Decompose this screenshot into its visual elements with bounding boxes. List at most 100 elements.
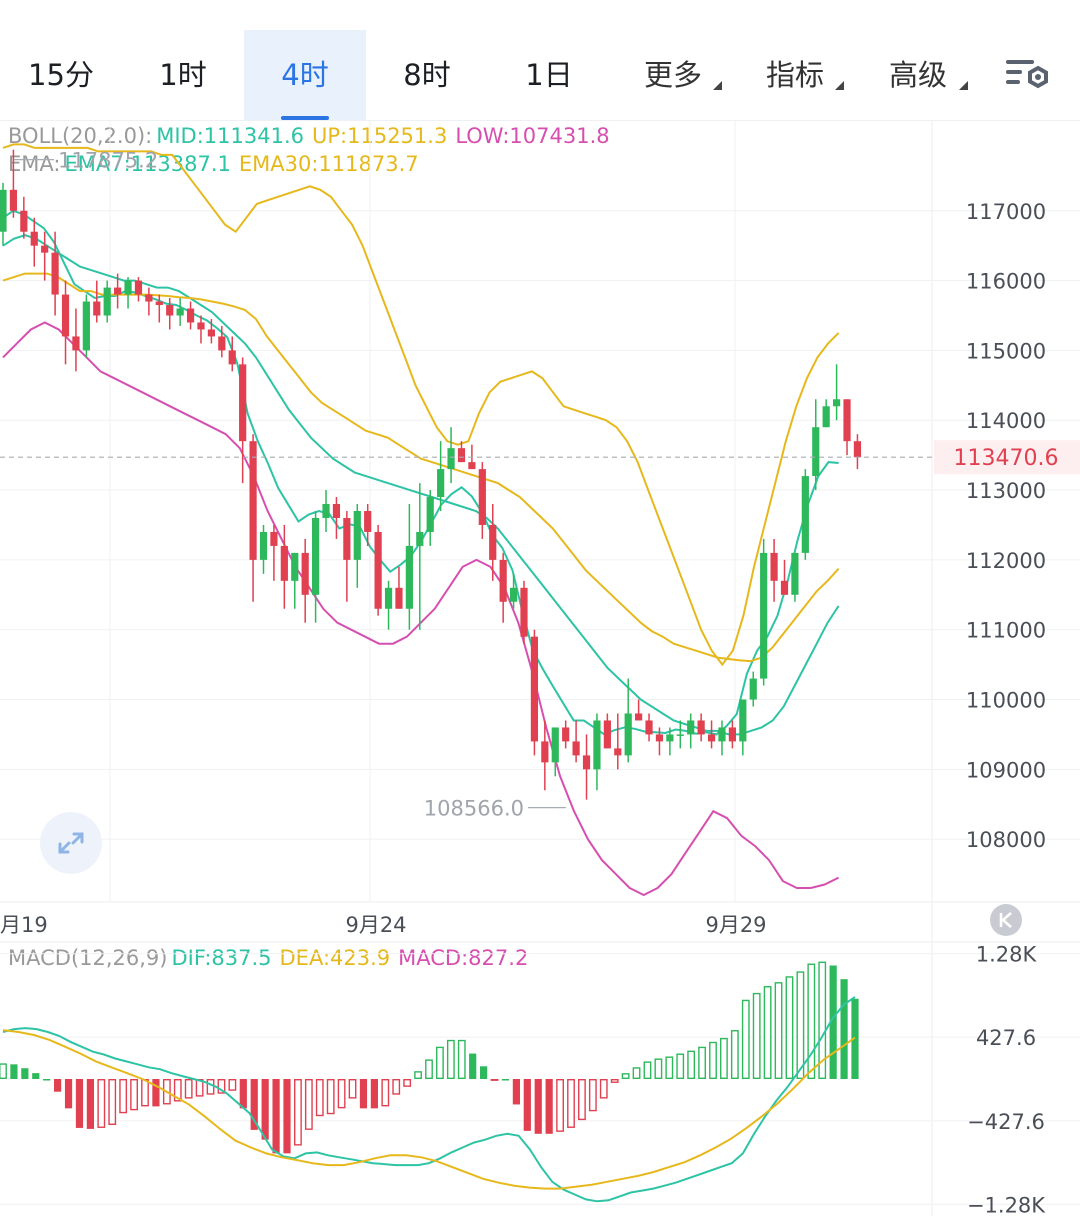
candle-body (666, 734, 674, 742)
candle-body (426, 497, 434, 532)
candle (707, 720, 716, 749)
candle-body (124, 280, 132, 295)
candle-body (791, 552, 799, 595)
candle (124, 277, 132, 309)
candle (739, 699, 747, 756)
candle (218, 325, 226, 358)
macd-bar (75, 1079, 84, 1128)
candle (207, 318, 215, 344)
tab-4h[interactable]: 4时 (244, 30, 366, 120)
candle-body (239, 364, 247, 442)
candle (30, 217, 38, 267)
macd-bar (578, 1079, 586, 1121)
tab-8h[interactable]: 8时 (403, 58, 451, 92)
tab-1h[interactable]: 1时 (159, 58, 207, 92)
tab-indicators[interactable]: 指标 (744, 30, 846, 120)
candle-body (384, 587, 393, 609)
price-axis-label: 115000 (966, 339, 1046, 363)
macd-bar (720, 1037, 728, 1079)
price-axis-label: 112000 (966, 549, 1046, 573)
macd-bar (643, 1061, 652, 1079)
candle-body (812, 427, 820, 477)
candle-body (572, 741, 580, 756)
macd-bar (730, 1030, 739, 1079)
candle (447, 427, 455, 484)
candle-body (520, 587, 528, 637)
candle-body (822, 406, 830, 428)
macd-bar (152, 1079, 160, 1107)
macd-bar (687, 1050, 696, 1079)
candle (478, 462, 486, 539)
candle-body (270, 531, 278, 546)
candle (103, 280, 111, 323)
candle-body (437, 469, 445, 498)
candle (801, 469, 809, 560)
candle (364, 504, 372, 546)
macd-bar (469, 1053, 477, 1079)
candle (41, 231, 49, 281)
candle-body (489, 524, 497, 560)
candle (833, 364, 841, 421)
ema7-value: EMA7:113387.1 (64, 152, 231, 176)
macd-axis-label: −427.6 (967, 1110, 1045, 1134)
macd-bar (446, 1039, 455, 1079)
scroll-to-latest-icon[interactable] (990, 904, 1022, 936)
candle (249, 434, 257, 602)
candle (228, 336, 236, 372)
macd-bar (130, 1079, 138, 1111)
ema-legend: EMA: EMA7:113387.1 EMA30:111873.7 (8, 152, 427, 176)
macd-bar (173, 1079, 182, 1102)
tab-advanced[interactable]: 高级 (866, 30, 970, 120)
macd-axis-label: −1.28K (967, 1193, 1046, 1216)
boll-upper-line (2, 143, 840, 667)
candle (155, 294, 163, 323)
macd-bar (283, 1079, 291, 1154)
candle-body (603, 720, 611, 749)
macd-bar (556, 1079, 564, 1132)
macd-bar (217, 1079, 226, 1094)
macd-bar (752, 992, 761, 1079)
macd-bar (436, 1046, 444, 1080)
chart-settings-icon[interactable] (1004, 56, 1052, 96)
candle-body (291, 552, 299, 581)
candle (301, 538, 309, 623)
expand-icon[interactable] (40, 812, 102, 874)
ema30-line (2, 272, 840, 663)
candle-body (655, 734, 664, 742)
candle-body (405, 545, 413, 609)
macd-bar (545, 1079, 553, 1134)
candle-body (843, 399, 851, 442)
candle-body (624, 713, 632, 756)
candle (437, 441, 445, 511)
chevron-down-icon (835, 81, 844, 90)
candle-body (155, 301, 163, 306)
price-chart[interactable]: 117000 116000 115000 114000 113000 112000 1110… (0, 120, 1080, 1216)
candle (343, 511, 351, 602)
candle-body (103, 287, 111, 316)
macd-bar (206, 1079, 215, 1095)
tab-more[interactable]: 更多 (622, 30, 724, 120)
candle (499, 552, 507, 623)
candle (405, 504, 413, 630)
macd-bar (414, 1071, 422, 1079)
candle (780, 559, 789, 595)
candle (9, 149, 18, 218)
macd-bar (676, 1053, 685, 1079)
candle (82, 294, 90, 358)
candle (541, 720, 549, 791)
macd-bar (326, 1079, 335, 1115)
candle-body (697, 720, 705, 735)
macd-bar (86, 1079, 94, 1129)
candle-body (364, 511, 372, 532)
tab-15m[interactable]: 15分 (28, 58, 94, 92)
candle-body (687, 720, 695, 735)
macd-dif-line (2, 996, 856, 1203)
macd-bar (851, 998, 859, 1079)
macd-bar (0, 1063, 7, 1079)
tab-1d[interactable]: 1日 (525, 58, 573, 92)
macd-bar (54, 1079, 62, 1092)
macd-axis-label: 1.28K (976, 943, 1038, 967)
macd-bar (621, 1073, 630, 1079)
macd-dif-value: DIF:837.5 (171, 946, 272, 970)
macd-bar (348, 1079, 357, 1099)
